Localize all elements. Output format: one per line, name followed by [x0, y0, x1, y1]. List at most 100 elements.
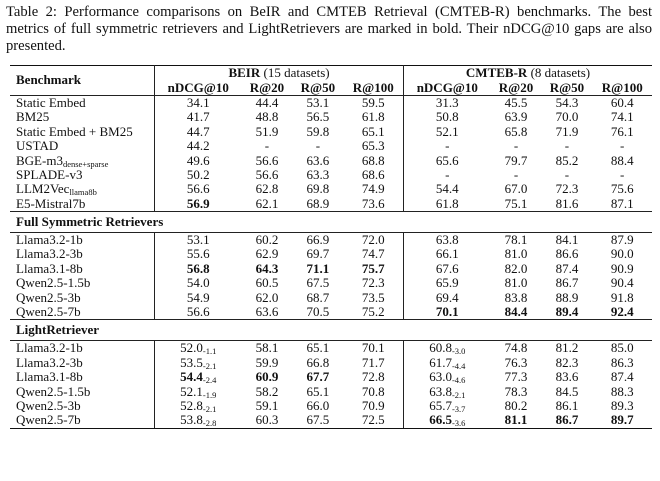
metric-value: - — [315, 138, 321, 154]
metric-value: 56.6 — [186, 304, 210, 320]
metric-value: 34.1 — [186, 94, 210, 110]
metric-value: 59.8 — [306, 123, 330, 139]
metric-value: 87.1 — [610, 195, 634, 211]
metric-cell: 83.6 — [541, 370, 592, 384]
metric-cell: 67.6 — [404, 261, 491, 276]
metric-value: 49.6 — [186, 152, 210, 168]
metric-value: 66.5 — [429, 412, 452, 428]
metric-cell: 62.0 — [241, 290, 292, 304]
gap-value: -2.8 — [202, 418, 217, 429]
gap-value: -4.4 — [451, 360, 466, 371]
metric-value: 86.6 — [555, 246, 579, 262]
metric-header: R@100 — [343, 80, 405, 96]
metric-cell: 87.1 — [592, 195, 652, 212]
model-name: Qwen2.5-1.5b — [10, 384, 155, 399]
metric-value: 60.8 — [429, 340, 452, 356]
metric-value: 55.6 — [186, 246, 210, 262]
metric-value: 86.7 — [555, 275, 579, 291]
data-row: USTAD 44.2 - - 65.3 - - - - — [10, 138, 652, 154]
metric-cell: - — [404, 139, 491, 153]
metric-value: 72.3 — [361, 275, 385, 291]
data-row: Llama3.2-1b 52.0-1.1 58.1 65.1 70.1 60.8-3.0 7… — [10, 340, 652, 356]
metric-cell: 88.4 — [592, 153, 652, 167]
metric-value: 63.8 — [429, 383, 452, 399]
metric-value: 70.1 — [361, 340, 385, 356]
metric-value: 70.8 — [361, 383, 385, 399]
model-text: Qwen2.5-1.5b — [16, 275, 91, 291]
metric-value: 62.0 — [255, 289, 279, 305]
metric-header: R@50 — [541, 80, 592, 95]
metric-value: 72.5 — [361, 412, 385, 428]
metric-cell: 70.0 — [541, 110, 592, 124]
metric-cell: 65.9 — [404, 276, 491, 290]
metric-cell: 70.8 — [343, 383, 405, 399]
model-text: Llama3.1-8b — [16, 260, 83, 276]
metric-value: 54.4 — [435, 181, 459, 197]
data-row: SPLADE-v3 50.2 56.6 63.3 68.6 - - - - — [10, 166, 652, 183]
metric-cell: 80.2 — [491, 399, 542, 413]
group-note: (8 datasets) — [530, 65, 591, 81]
metric-value: 52.0 — [180, 340, 203, 356]
metric-label: R@50 — [300, 79, 336, 95]
metric-value: 88.3 — [610, 383, 634, 399]
metric-value: 89.4 — [555, 304, 579, 320]
metric-value: 53.1 — [186, 232, 210, 248]
metric-cell: 81.2 — [541, 340, 593, 356]
model-name: SPLADE-v3 — [10, 167, 155, 183]
metric-cell: - — [404, 167, 491, 182]
metric-value: 68.7 — [306, 289, 330, 305]
model-name: Llama3.2-3b — [10, 247, 155, 262]
metric-value: 90.0 — [610, 246, 634, 262]
model-name: E5-Mistral7b — [10, 196, 155, 212]
benchmark-header: Benchmark — [10, 65, 155, 96]
metric-cell: 63.6 — [292, 153, 343, 167]
metric-cell: 52.1 — [404, 124, 491, 139]
metric-cell: 63.3 — [292, 167, 343, 182]
metric-value: 61.8 — [435, 195, 459, 211]
metric-cell: 60.3 — [241, 412, 293, 429]
metric-cell: 34.1 — [154, 94, 242, 111]
data-row: Qwen2.5-3b 52.8-2.1 59.1 66.0 70.9 65.7-3.7 80… — [10, 399, 652, 413]
metric-value: 60.9 — [255, 369, 279, 385]
metric-value: 85.0 — [610, 340, 634, 356]
metric-cell: 65.3 — [343, 139, 405, 154]
metric-label: R@100 — [601, 79, 643, 95]
metric-cell: 75.6 — [592, 182, 652, 196]
metric-value: 60.3 — [255, 412, 279, 428]
metric-row: nDCG@10 R@20 R@50 R@100 nDCG@10 R@20 R@50 R@100 — [10, 79, 652, 96]
metric-cell: 76.3 — [491, 355, 542, 370]
metric-cell: 63.6 — [241, 305, 292, 320]
metric-cell: 72.0 — [343, 231, 405, 248]
metric-cell: 68.9 — [292, 196, 343, 212]
metric-value: 62.9 — [255, 246, 279, 262]
data-row: LLM2Vecllama8b 56.6 62.8 69.8 74.9 54.4 67.0 72… — [10, 181, 652, 197]
metric-value: 44.7 — [186, 123, 210, 139]
data-row: Qwen2.5-3b 54.9 62.0 68.7 73.5 69.4 83.8 88.9 91… — [10, 289, 652, 305]
metric-value: 81.0 — [504, 246, 528, 262]
metric-value: 68.6 — [361, 166, 385, 182]
metric-cell: 65.6 — [404, 153, 491, 167]
metric-value: 56.5 — [306, 109, 330, 125]
metric-cell: 83.8 — [491, 290, 542, 304]
metric-cell: 50.2 — [155, 167, 242, 182]
metric-value: 60.5 — [255, 275, 279, 291]
data-row: E5-Mistral7b 56.9 62.1 68.9 73.6 61.8 75.1 81.6… — [10, 195, 652, 212]
metric-value: - — [564, 166, 570, 182]
metric-value: 73.6 — [361, 195, 385, 211]
results-table: Benchmark BEIR (15 datasets) CMTEB-R (8 da… — [10, 65, 652, 429]
metric-value: 54.9 — [186, 289, 210, 305]
metric-value: 72.3 — [555, 181, 579, 197]
model-text: BGE-m3 — [16, 152, 63, 168]
metric-value: 78.1 — [504, 232, 528, 248]
metric-value: 74.1 — [610, 109, 634, 125]
gap-value: -2.1 — [202, 404, 217, 414]
model-text: Llama3.2-1b — [16, 340, 83, 356]
metric-cell: 88.3 — [592, 384, 652, 398]
metric-cell: 58.1 — [241, 340, 293, 356]
metric-label: R@50 — [549, 79, 585, 95]
metric-cell: 78.3 — [491, 384, 542, 398]
metric-value: 82.3 — [555, 354, 579, 370]
metric-value: 84.4 — [504, 304, 528, 320]
metric-label: nDCG@10 — [167, 79, 229, 95]
